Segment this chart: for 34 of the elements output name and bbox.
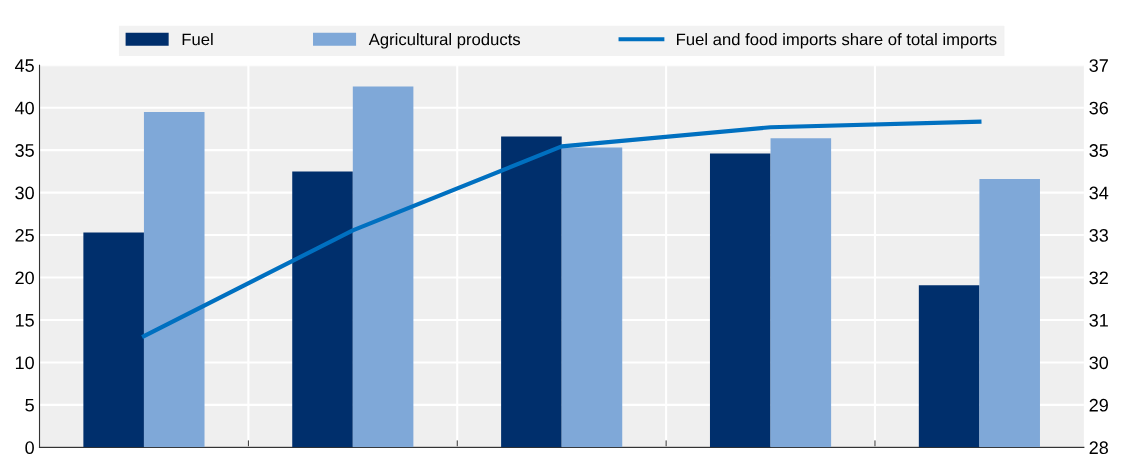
y-tick-label: 10 <box>15 356 34 370</box>
bar <box>561 147 623 448</box>
y-tick-label: 35 <box>15 144 34 157</box>
y-tick-label: 20 <box>15 271 34 285</box>
bar <box>770 138 832 448</box>
y2-tick-label: 34 <box>1089 186 1109 200</box>
y-tick-label: 0 <box>25 441 34 455</box>
y2-tick-label: 35 <box>1089 144 1109 157</box>
y-tick-label: 15 <box>15 314 34 327</box>
bar <box>83 232 144 448</box>
y-tick-label: 25 <box>15 229 34 242</box>
y2-tick-label: 33 <box>1089 229 1108 242</box>
y-tick-label: 5 <box>25 399 34 412</box>
bar <box>918 285 980 448</box>
y2-tick-label: 37 <box>1089 59 1108 72</box>
y2-tick-label: 36 <box>1089 101 1108 115</box>
bar <box>979 179 1040 448</box>
bar <box>501 136 562 448</box>
y-tick-label: 40 <box>14 101 34 115</box>
bar <box>709 153 771 448</box>
legend-label: Fuel and food imports share of total imports <box>677 33 997 49</box>
y2-tick-label: 29 <box>1089 398 1108 412</box>
line-series <box>141 119 982 339</box>
y2-tick-label: 30 <box>1089 356 1109 370</box>
bar <box>292 171 353 448</box>
legend-label: Fuel <box>182 33 213 46</box>
y2-tick-label: 32 <box>1089 271 1108 285</box>
y2-tick-label: 31 <box>1089 313 1108 327</box>
bar <box>143 111 205 448</box>
y-tick-label: 30 <box>15 186 34 200</box>
y2-tick-label: 28 <box>1089 441 1108 455</box>
y-tick-label: 45 <box>14 59 34 72</box>
legend-label: Agricultural products <box>368 33 521 49</box>
bar <box>352 86 414 448</box>
